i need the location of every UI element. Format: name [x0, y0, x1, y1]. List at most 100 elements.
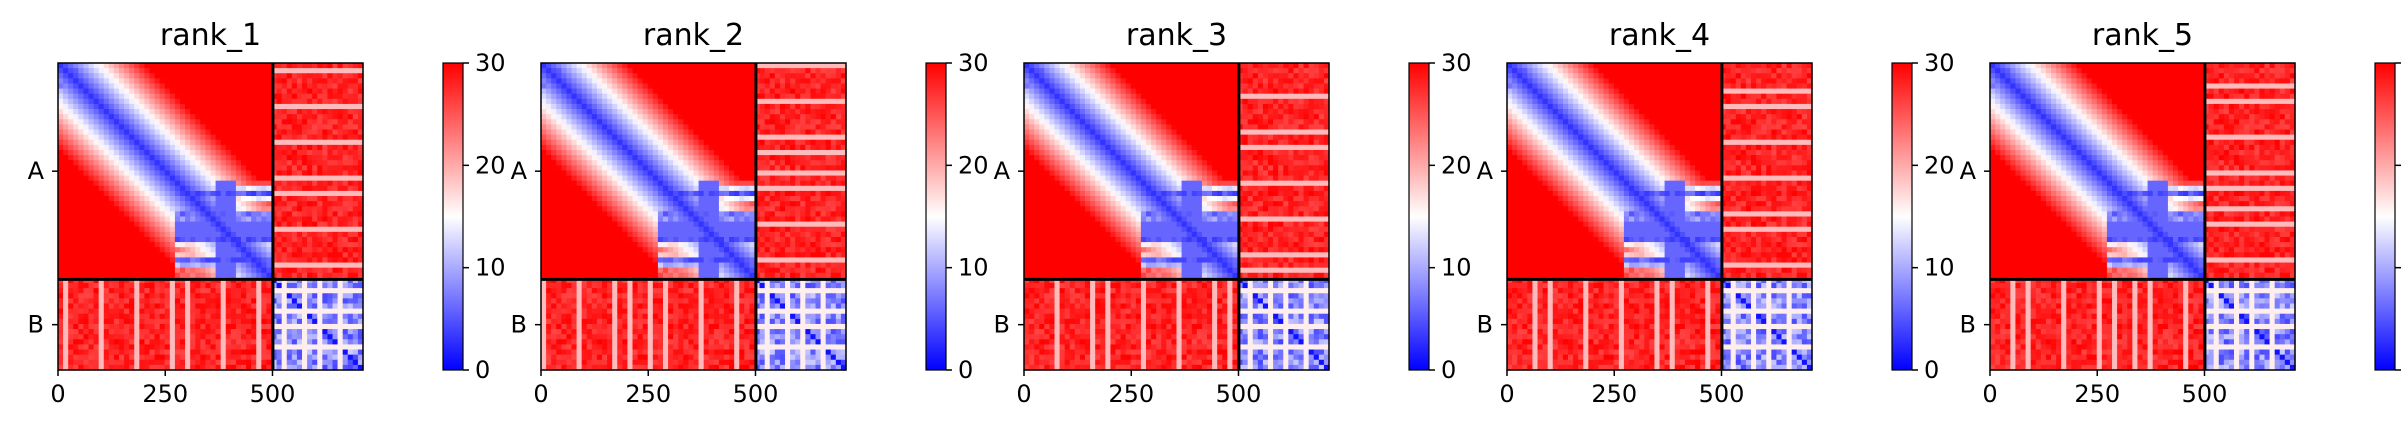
- heatmap-cell: [830, 83, 837, 90]
- heatmap-cell: [759, 93, 766, 100]
- heatmap-cell: [205, 109, 212, 115]
- heatmap-cell: [276, 155, 283, 161]
- heatmap-cell: [342, 344, 349, 351]
- heatmap-cell: [235, 93, 242, 100]
- heatmap-cell: [230, 308, 237, 315]
- heatmap-cell: [180, 288, 186, 294]
- heatmap-cell: [241, 226, 247, 233]
- heatmap-cell: [779, 155, 786, 161]
- heatmap-cell: [83, 247, 90, 253]
- heatmap-cell: [190, 221, 196, 228]
- heatmap-cell: [230, 344, 237, 351]
- heatmap-cell: [352, 334, 359, 340]
- heatmap-cell: [795, 124, 801, 131]
- heatmap-cell: [693, 144, 700, 151]
- heatmap-cell: [317, 149, 323, 156]
- heatmap-cell: [795, 103, 801, 110]
- heatmap-cell: [246, 196, 252, 202]
- heatmap-cell: [180, 252, 186, 259]
- heatmap-cell: [764, 119, 771, 125]
- heatmap-cell: [830, 144, 837, 151]
- heatmap-cell: [58, 257, 64, 264]
- heatmap-cell: [713, 63, 720, 69]
- heatmap-cell: [332, 160, 339, 166]
- heatmap-cell: [637, 93, 644, 100]
- heatmap-cell: [174, 323, 181, 330]
- heatmap-cell: [88, 257, 95, 264]
- heatmap-cell: [180, 139, 186, 146]
- heatmap-cell: [307, 288, 313, 294]
- heatmap-cell: [200, 98, 207, 105]
- heatmap-cell: [337, 231, 344, 238]
- heatmap-cell: [647, 68, 654, 74]
- heatmap-cell: [174, 190, 181, 197]
- heatmap-cell: [602, 109, 608, 115]
- heatmap-cell: [68, 165, 74, 172]
- heatmap-cell: [693, 134, 700, 141]
- heatmap-cell: [63, 364, 69, 371]
- heatmap-cell: [286, 124, 293, 131]
- heatmap-cell: [149, 155, 156, 161]
- heatmap-cell: [225, 231, 232, 238]
- heatmap-cell: [779, 98, 786, 105]
- heatmap-cell: [195, 63, 201, 69]
- heatmap-cell: [800, 93, 806, 100]
- heatmap-cell: [124, 221, 130, 228]
- heatmap-cell: [246, 175, 252, 182]
- heatmap-cell: [58, 180, 64, 187]
- heatmap-cell: [68, 196, 74, 202]
- heatmap-cell: [642, 129, 649, 136]
- heatmap-cell: [296, 308, 303, 315]
- heatmap-cell: [296, 283, 303, 289]
- heatmap-cell: [225, 119, 232, 125]
- heatmap-cell: [774, 155, 781, 161]
- heatmap-cell: [241, 354, 247, 361]
- heatmap-cell: [68, 257, 74, 264]
- heatmap-cell: [764, 165, 771, 172]
- heatmap-cell: [78, 334, 85, 340]
- heatmap-cell: [302, 88, 308, 95]
- heatmap-cell: [124, 196, 130, 202]
- heatmap-cell: [63, 247, 69, 253]
- heatmap-cell: [556, 170, 562, 177]
- heatmap-cell: [58, 242, 64, 248]
- heatmap-cell: [235, 149, 242, 156]
- heatmap-cell: [296, 93, 303, 100]
- heatmap-cell: [185, 155, 191, 161]
- heatmap-cell: [88, 283, 95, 289]
- heatmap-cell: [688, 149, 695, 156]
- heatmap-cell: [103, 221, 110, 228]
- heatmap-cell: [246, 165, 252, 172]
- heatmap-cell: [607, 155, 613, 161]
- heatmap-cell: [749, 170, 756, 177]
- heatmap-cell: [322, 288, 329, 294]
- heatmap-cell: [713, 124, 720, 131]
- heatmap-cell: [190, 242, 196, 248]
- heatmap-cell: [144, 180, 151, 187]
- heatmap-cell: [88, 139, 95, 146]
- heatmap-cell: [546, 175, 552, 182]
- heatmap-cell: [225, 160, 232, 166]
- heatmap-cell: [266, 298, 273, 305]
- heatmap-cell: [637, 119, 644, 125]
- heatmap-cell: [561, 165, 568, 172]
- heatmap-cell: [291, 109, 298, 115]
- heatmap-cell: [281, 93, 288, 100]
- heatmap-cell: [561, 78, 568, 85]
- heatmap-cell: [119, 196, 125, 202]
- heatmap-cell: [744, 109, 751, 115]
- heatmap-cell: [108, 165, 115, 172]
- heatmap-cell: [83, 149, 90, 156]
- heatmap-cell: [144, 221, 151, 228]
- heatmap-cell: [739, 119, 745, 125]
- heatmap-cell: [134, 190, 140, 197]
- heatmap-cell: [190, 211, 196, 218]
- heatmap-cell: [88, 83, 95, 90]
- heatmap-cell: [312, 308, 318, 315]
- heatmap-cell: [225, 267, 232, 274]
- heatmap-cell: [296, 88, 303, 95]
- heatmap-cell: [185, 226, 191, 233]
- heatmap-cell: [78, 252, 85, 259]
- heatmap-cell: [139, 139, 146, 146]
- heatmap-cell: [154, 93, 161, 100]
